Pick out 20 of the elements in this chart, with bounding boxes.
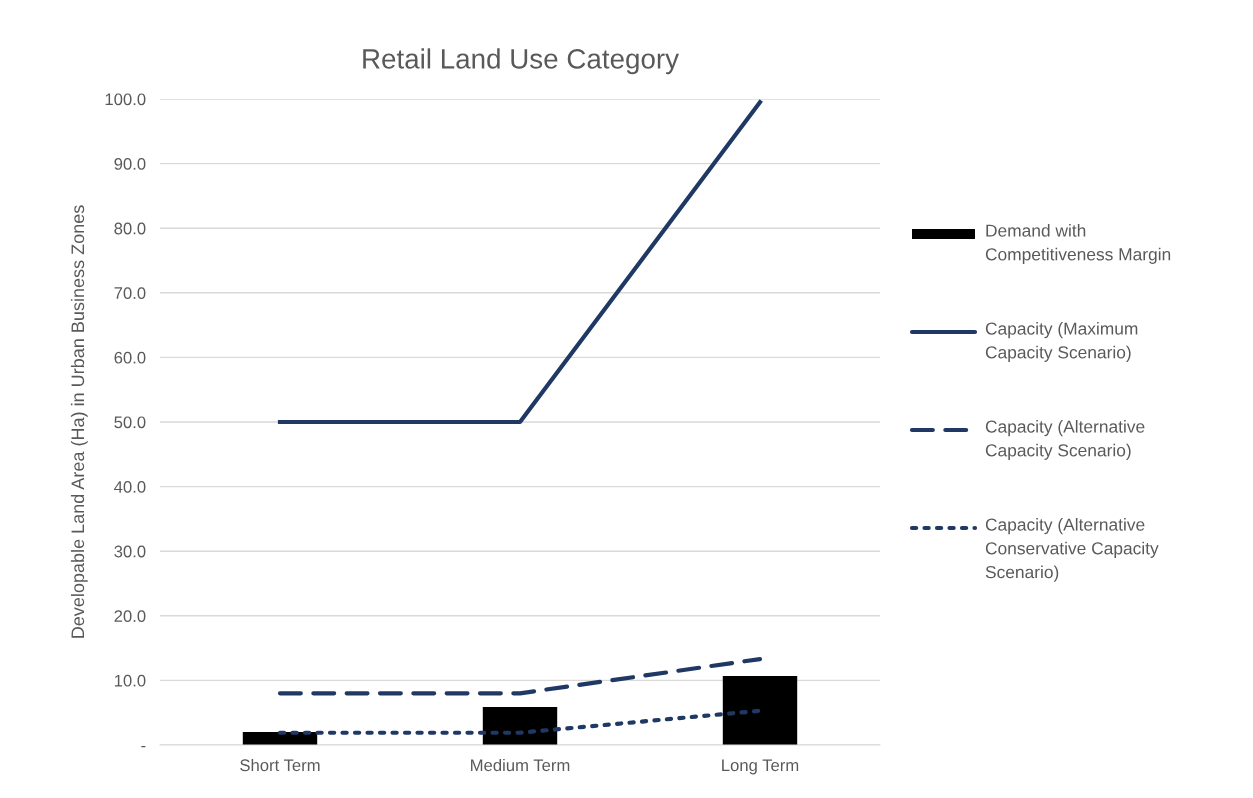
y-tick-label: 40.0 — [114, 481, 146, 493]
x-tick-label: Long Term — [722, 759, 799, 775]
y-tick-label: 80.0 — [114, 222, 146, 235]
legend-label: Capacity (Maximum Capacity Scenario) — [985, 322, 1138, 362]
y-tick-label: 90.0 — [114, 158, 146, 170]
x-tick-label: Medium Term — [471, 758, 570, 772]
legend-label: Demand with Competitiveness Margin — [985, 224, 1171, 264]
y-tick-label: 70.0 — [114, 287, 146, 299]
legend-label: Capacity (Alternative Capacity Scenario) — [985, 420, 1145, 460]
y-tick-label: 30.0 — [114, 545, 146, 558]
chart-title: Retail Land Use Category — [363, 48, 679, 75]
y-tick-label: - — [141, 745, 146, 748]
y-tick-label: 60.0 — [114, 351, 146, 364]
y-axis-title: Developable Land Area (Ha) in Urban Business Zones — [70, 205, 88, 638]
y-tick-label: 100.0 — [105, 93, 146, 106]
y-tick-label: 50.0 — [114, 416, 146, 429]
y-tick-label: 20.0 — [114, 610, 146, 622]
x-tick-label: Short Term — [240, 758, 320, 772]
legend-label: Capacity (Alternative Conservative Capacity Scenario) — [985, 518, 1159, 582]
y-tick-label: 10.0 — [114, 674, 146, 687]
